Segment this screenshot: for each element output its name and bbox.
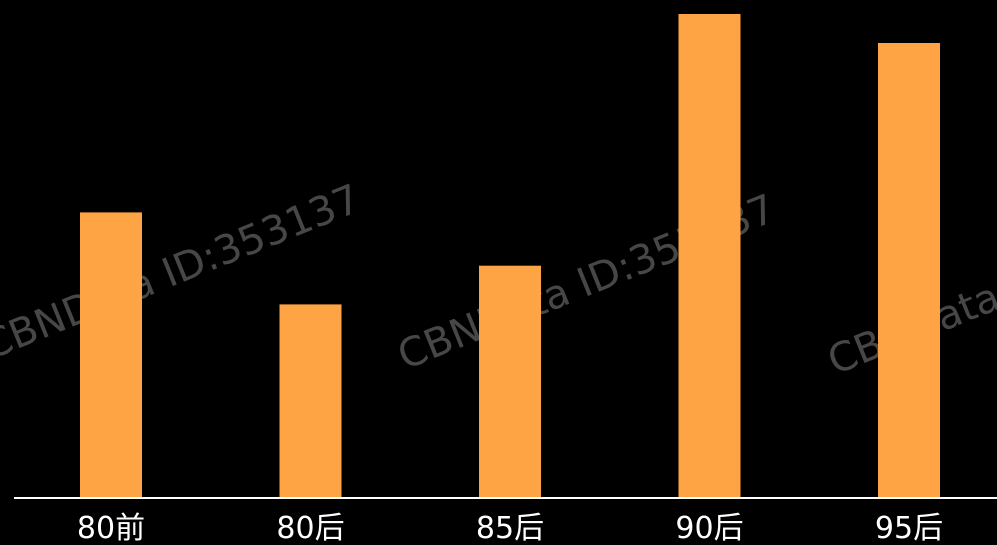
x-tick-label: 90后	[675, 511, 743, 545]
x-tick-labels: 80前 80后 85后 90后 95后	[77, 511, 943, 545]
bar-4	[678, 14, 741, 498]
x-tick-label: 80后	[276, 511, 344, 545]
bar-3	[479, 265, 541, 498]
x-tick-label: 80前	[77, 511, 145, 545]
x-tick-label: 95后	[875, 511, 943, 545]
x-tick-label: 85后	[476, 511, 544, 545]
bars-group	[80, 14, 940, 498]
bar-5	[878, 43, 940, 498]
bar-2	[279, 304, 342, 498]
bar-1	[80, 212, 142, 498]
